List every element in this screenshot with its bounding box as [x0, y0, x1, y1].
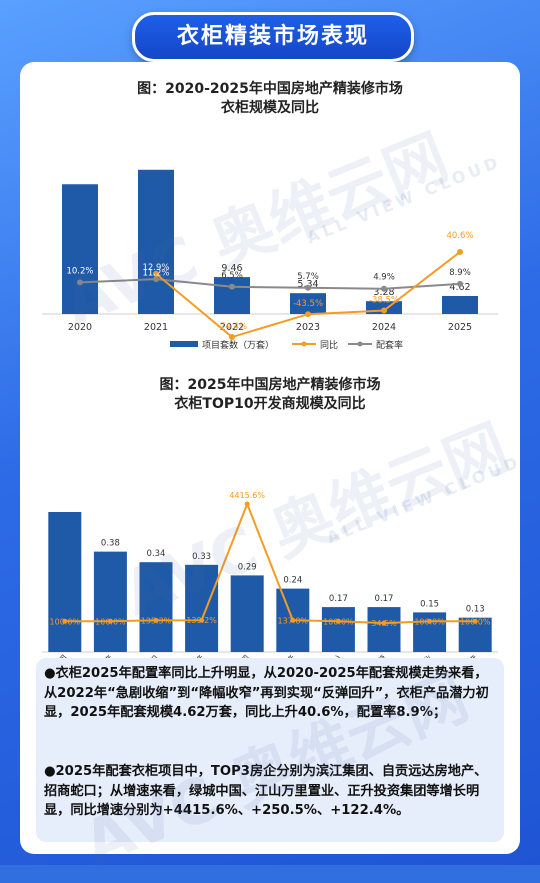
summary-box — [36, 658, 504, 842]
chart2-title-line2: 衣柜TOP10开发商规模及同比 — [174, 396, 366, 412]
chart2-yoy-label: 100.0% — [323, 617, 354, 626]
chart2-yoy-point — [472, 618, 478, 624]
chart1-rate-label: 12.9% — [142, 263, 169, 273]
chart2-bar-label: 0.38 — [101, 539, 120, 549]
chart2-bar — [230, 575, 264, 652]
header-title: 衣柜精装市场表现 — [132, 12, 414, 62]
chart2-yoy-point — [153, 617, 159, 623]
chart2-yoy-point — [107, 618, 113, 624]
chart1-bar — [442, 295, 478, 314]
chart2-bar — [321, 607, 355, 652]
chart1-bar-label: 36.98 — [142, 156, 169, 167]
chart1-yoy-point — [153, 270, 159, 277]
chart2-yoy-label: 135.3% — [141, 616, 172, 625]
chart2-yoy-label: 100.0% — [414, 617, 445, 626]
chart2-yoy-label: 100.0% — [95, 617, 126, 626]
chart2-bar-label: 0.17 — [375, 594, 394, 604]
chart2-bar-label: 0.15 — [420, 599, 439, 609]
chart1-bar-label: 5.34 — [297, 279, 318, 290]
chart1-rate-point — [229, 283, 235, 290]
chart2-yoy-point — [335, 618, 341, 624]
chart1-yoy-point — [305, 311, 311, 318]
chart1-x-tick: 2022 — [220, 322, 244, 333]
chart1-bar — [214, 277, 250, 314]
chart1-x-tick: 2025 — [448, 322, 472, 333]
chart2-bar — [93, 551, 127, 652]
chart2-yoy-label: 139.2% — [186, 616, 217, 625]
chart2-bar-label: 0.17 — [329, 594, 348, 604]
chart1-rate-point — [381, 285, 387, 292]
chart1-bar-label: 3.28 — [373, 287, 394, 298]
chart2-bar-label: 0.34 — [147, 549, 166, 559]
chart1-x-tick: 2021 — [144, 322, 168, 333]
chart2-bar-label: 0.24 — [283, 576, 302, 586]
chart2-bar-label: 0.53 — [55, 499, 74, 509]
chart2-yoy-label: 4415.6% — [229, 491, 265, 500]
chart2-title-line1: 图：2025年中国房地产精装修市场 — [159, 377, 381, 393]
chart2-yoy-point — [381, 620, 387, 626]
chart1-rate-label: 8.9% — [449, 268, 471, 278]
chart1-yoy-label: 11.2% — [142, 269, 169, 279]
chart2-yoy-point — [290, 617, 296, 623]
chart2-title: 图：2025年中国房地产精装修市场 衣柜TOP10开发商规模及同比 — [20, 376, 520, 414]
chart1-rate-label: 4.9% — [373, 273, 395, 283]
chart1-yoy-label: -38.5% — [369, 295, 399, 305]
chart2-yoy-point — [427, 618, 433, 624]
chart2-yoy-line — [64, 501, 476, 625]
summary-para-1: ●衣柜2025年配置率同比上升明显，从2020-2025年配套规模走势来看，从2… — [44, 666, 489, 720]
chart1-legend-bar-label: 项目套数（万套） — [202, 339, 274, 351]
chart2-bar — [48, 512, 82, 652]
chart2-bar — [185, 564, 219, 652]
chart1-x-tick: 2024 — [372, 322, 396, 333]
chart1-yoy-point — [457, 248, 463, 255]
chart1-legend-yoy-label: 同比 — [320, 339, 338, 351]
chart2-yoy-point — [62, 618, 68, 624]
chart1: 33.27 2020 36.98 2021 9.46 2022 5.34 2023 3.28 20… — [42, 156, 498, 351]
chart1-yoy-label: 40.6% — [446, 231, 473, 241]
chart2-yoy-point — [199, 617, 205, 623]
chart1-title-line2: 衣柜规模及同比 — [221, 100, 319, 116]
chart2-bar-label: 0.29 — [238, 562, 257, 572]
chart1-rate-point — [77, 279, 83, 286]
chart1-legend-yoy-dot — [301, 341, 307, 347]
chart1-title: 图：2020-2025年中国房地产精装修市场 衣柜规模及同比 — [20, 80, 520, 118]
chart1-bar — [138, 169, 174, 314]
chart1-yoy-label: -43.5% — [293, 299, 323, 309]
chart2-bar — [139, 562, 173, 652]
chart1-bar — [62, 184, 98, 314]
chart1-bar-label: 4.62 — [449, 282, 470, 293]
summary-para-2: ●2025年配套衣柜项目中，TOP3房企分别为滨江集团、自贡远达房地产、招商蛇口… — [44, 764, 488, 818]
chart1-rate-point — [457, 280, 463, 287]
chart1-yoy-point — [381, 307, 387, 314]
chart1-yoy-point — [229, 334, 235, 341]
chart2-yoy-label: 100.0% — [50, 617, 81, 626]
chart1-legend-rate-label: 配套率 — [376, 339, 403, 351]
chart2-bar-label: 0.13 — [466, 605, 485, 615]
chart2-yoy-point — [244, 501, 250, 507]
chart1-legend-rate-dot — [357, 341, 363, 347]
chart1-rate-label: 6.5% — [221, 271, 243, 281]
chart2-yoy-label: 34.5% — [371, 619, 397, 628]
chart1-rate-point — [153, 276, 159, 283]
chart2-bar — [367, 607, 401, 652]
chart1-rate-line — [79, 278, 461, 290]
chart1-yoy-label: -74.4% — [217, 322, 247, 332]
chart1-bar-label: 33.27 — [66, 170, 93, 181]
chart1-rate-label: 10.2% — [66, 266, 93, 276]
chart1-title-line1: 图：2020-2025年中国房地产精装修市场 — [137, 81, 403, 97]
chart1-rate-label: 5.7% — [297, 272, 319, 282]
chart1-bar-label: 9.46 — [221, 263, 242, 274]
chart1-x-tick: 2020 — [68, 322, 92, 333]
chart1-x-tick: 2023 — [296, 322, 320, 333]
chart1-rate-point — [305, 284, 311, 291]
chart2-yoy-label: 100.0% — [460, 617, 491, 626]
chart1-bar — [290, 293, 326, 314]
chart2-bar-label: 0.33 — [192, 552, 211, 562]
chart2-yoy-label: 137.8% — [278, 616, 309, 625]
chart1-legend-bar-swatch — [170, 341, 198, 347]
